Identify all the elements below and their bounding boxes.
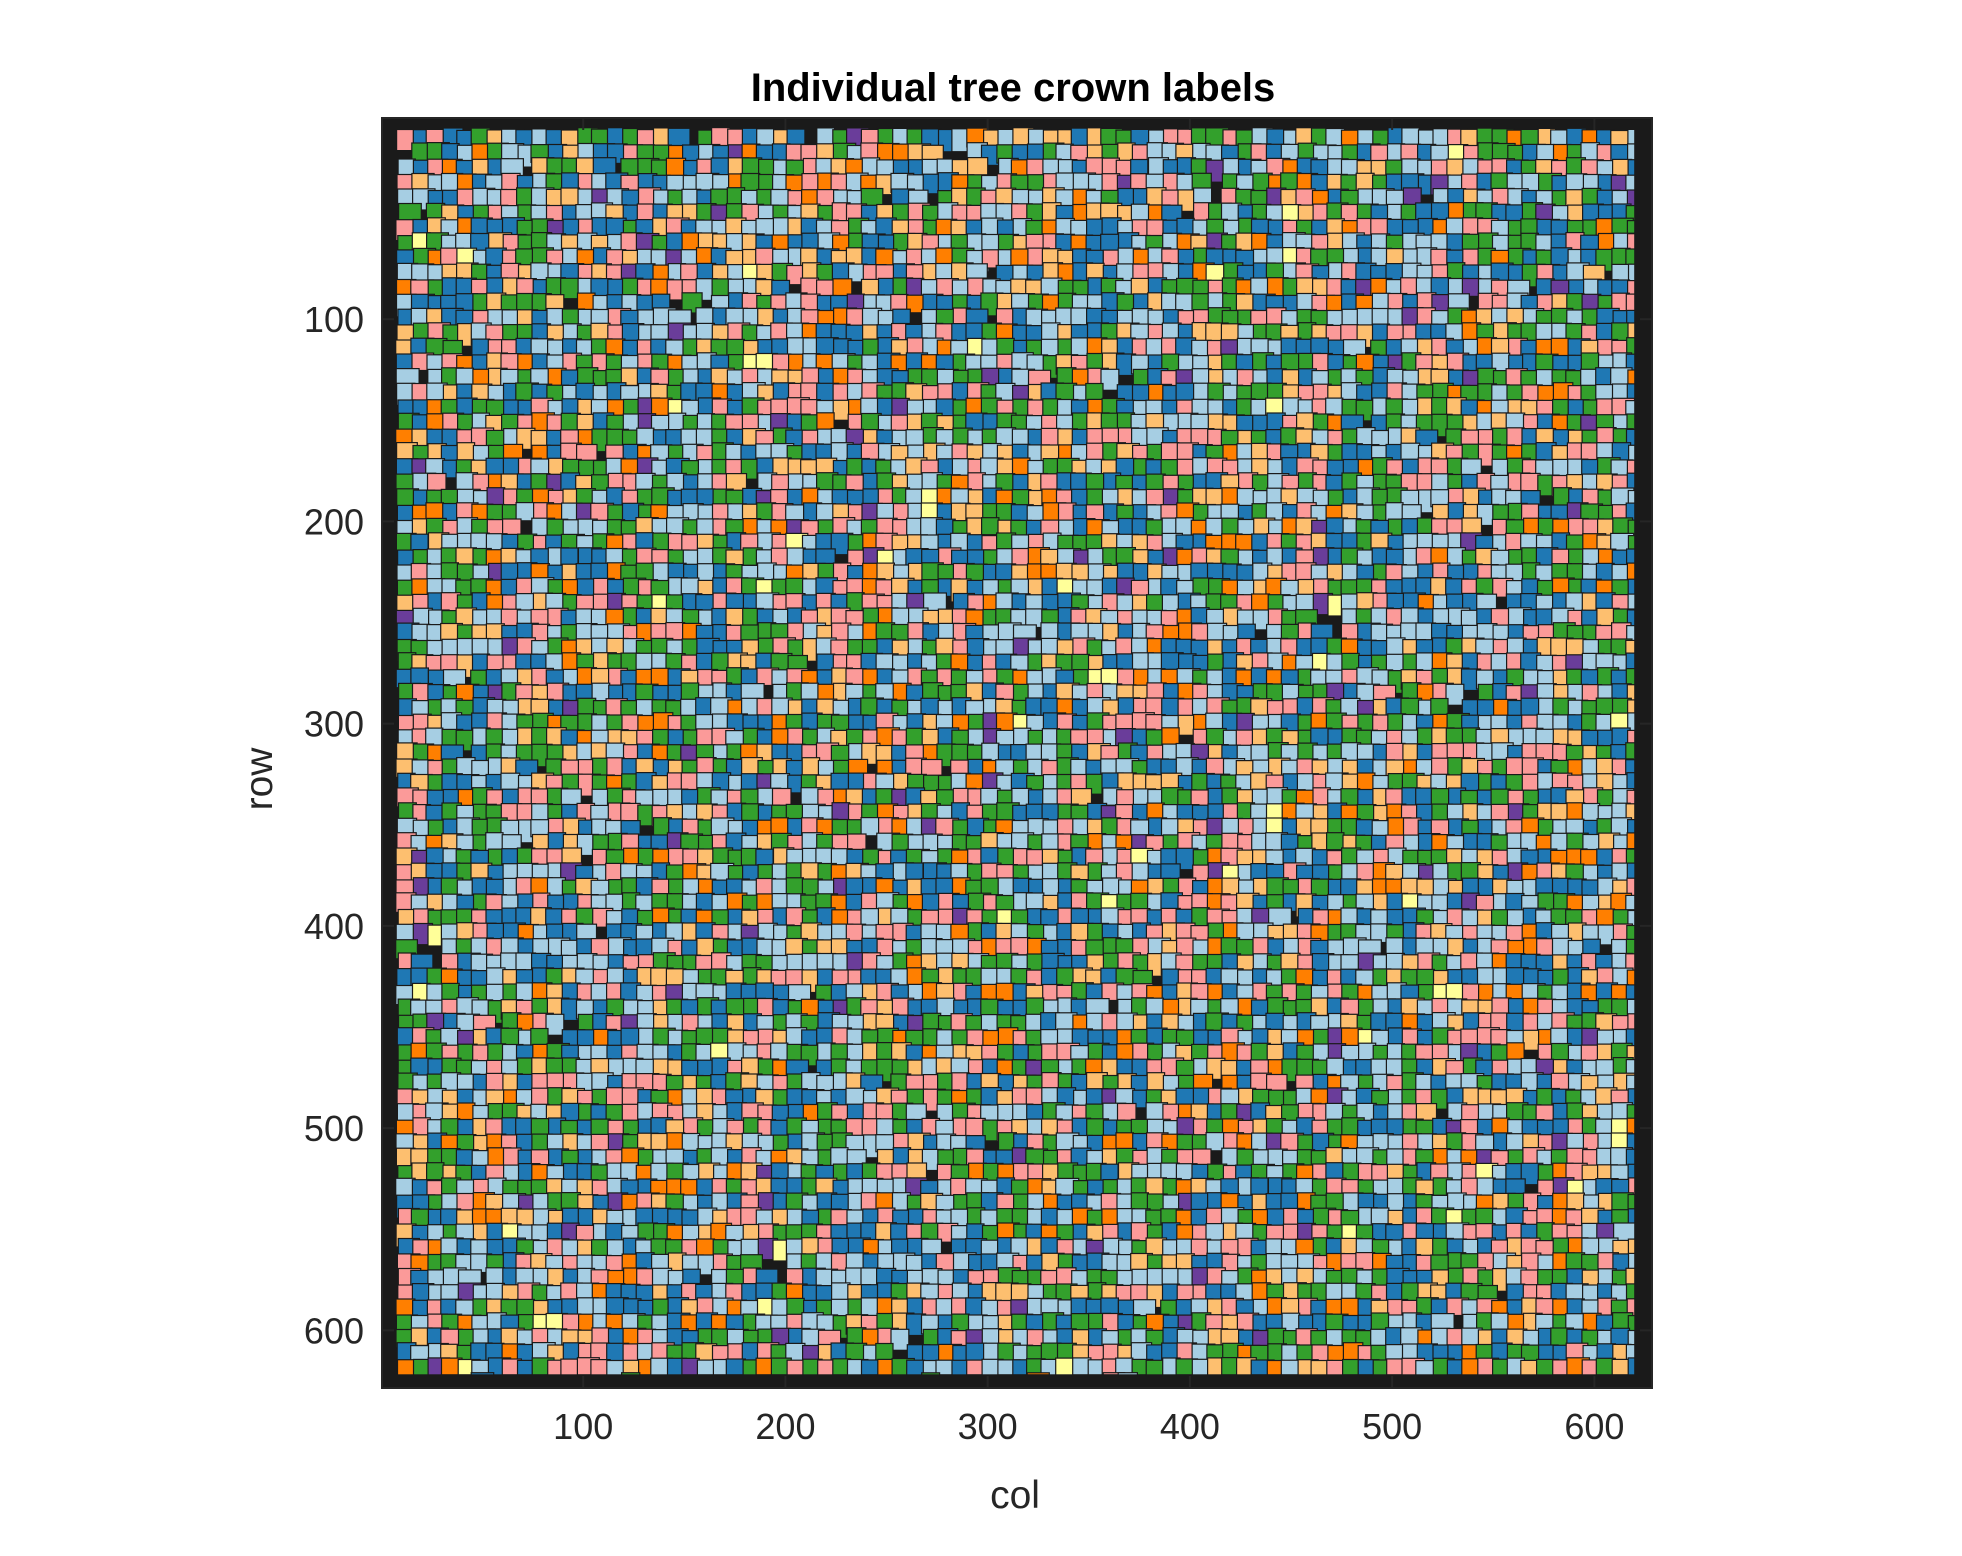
crown-cell	[486, 487, 506, 507]
crown-cell	[1505, 757, 1525, 777]
crown-cell	[665, 621, 686, 641]
crown-cell	[1250, 593, 1271, 612]
plot-area	[381, 117, 1653, 1389]
chart-title: Individual tree crown labels	[751, 66, 1276, 110]
crown-cell	[560, 187, 581, 208]
crown-cell	[1100, 233, 1120, 253]
crown-cell	[755, 982, 775, 1001]
crown-cell	[1160, 442, 1180, 462]
crown-cell	[816, 127, 836, 147]
crown-cell	[831, 802, 851, 822]
crown-cell	[980, 517, 1000, 536]
crown-cell	[1595, 908, 1616, 927]
crown-cell	[1070, 127, 1090, 148]
crown-cell	[1100, 368, 1120, 391]
crown-cell	[1626, 143, 1636, 162]
crown-cell	[1626, 832, 1636, 852]
crown-cell	[1310, 337, 1330, 356]
crown-cell	[1445, 683, 1465, 706]
crown-cell	[1325, 832, 1345, 851]
crown-label-cells	[395, 126, 1636, 1376]
crown-cell	[410, 667, 429, 686]
crown-cell	[545, 1013, 565, 1036]
crown-cell	[966, 157, 989, 177]
crown-cell	[1010, 936, 1031, 956]
